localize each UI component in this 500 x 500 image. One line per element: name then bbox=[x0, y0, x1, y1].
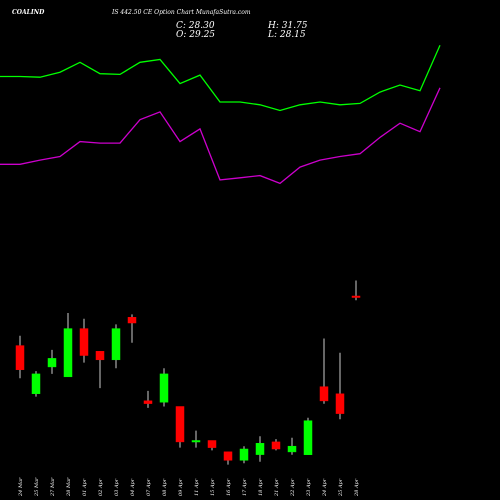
x-tick-label: 24 Apr bbox=[322, 478, 328, 497]
candle-body bbox=[351, 295, 361, 298]
candle-body bbox=[271, 441, 281, 450]
candle-body bbox=[143, 400, 153, 404]
symbol-title: COALIND bbox=[12, 9, 45, 16]
x-tick-label: 16 Apr bbox=[226, 478, 232, 496]
candle-body bbox=[31, 373, 41, 394]
candle-body bbox=[79, 328, 89, 356]
upper-band-line bbox=[0, 45, 441, 112]
candle-body bbox=[255, 443, 265, 455]
x-tick-label: 04 Apr bbox=[130, 478, 136, 496]
close-readout: C: 28.30 bbox=[176, 21, 215, 31]
candle-body bbox=[335, 393, 345, 414]
x-tick-label: 18 Apr bbox=[258, 478, 264, 496]
x-tick-label: 15 Apr bbox=[210, 478, 216, 496]
x-tick-label: 08 Apr bbox=[162, 478, 168, 496]
candle-body bbox=[175, 406, 185, 443]
candle-body bbox=[111, 328, 121, 361]
high-readout: H: 31.75 bbox=[268, 21, 308, 31]
x-tick-label: 07 Apr bbox=[146, 478, 152, 496]
x-tick-label: 24 Mar bbox=[18, 477, 24, 497]
candle-body bbox=[223, 451, 233, 461]
candle-body bbox=[159, 373, 169, 403]
x-tick-label: 23 Apr bbox=[306, 478, 312, 497]
candle-body bbox=[239, 448, 249, 461]
candle-body bbox=[191, 440, 201, 443]
chart-subtitle: IS 442.50 CE Option Chart MunafaSutra.co… bbox=[112, 9, 251, 16]
x-tick-label: 22 Apr bbox=[290, 478, 296, 497]
candle-body bbox=[319, 386, 329, 402]
x-tick-label: 17 Apr bbox=[242, 478, 248, 496]
x-tick-label: 11 Apr bbox=[194, 478, 200, 496]
candle-body bbox=[127, 317, 137, 324]
x-tick-label: 21 Apr bbox=[274, 478, 280, 497]
x-tick-label: 09 Apr bbox=[178, 478, 184, 496]
candle-body bbox=[15, 345, 25, 370]
candle-body bbox=[47, 358, 57, 368]
candle-body bbox=[287, 445, 297, 453]
x-tick-label: 25 Mar bbox=[34, 477, 40, 497]
x-tick-label: 27 Mar bbox=[50, 477, 56, 497]
candle-body bbox=[207, 440, 217, 448]
low-readout: L: 28.15 bbox=[268, 30, 306, 40]
candle-body bbox=[95, 351, 105, 361]
x-tick-label: 03 Apr bbox=[114, 478, 120, 496]
x-tick-label: 25 Apr bbox=[338, 478, 344, 497]
open-readout: O: 29.25 bbox=[176, 30, 216, 40]
lower-band-line bbox=[0, 87, 441, 185]
x-tick-label: 28 Apr bbox=[354, 478, 360, 497]
x-tick-label: 01 Apr bbox=[82, 478, 88, 496]
candle-body bbox=[63, 328, 73, 378]
x-tick-label: 28 Mar bbox=[66, 477, 72, 497]
candle-body bbox=[303, 420, 313, 455]
x-tick-label: 02 Apr bbox=[98, 478, 104, 496]
